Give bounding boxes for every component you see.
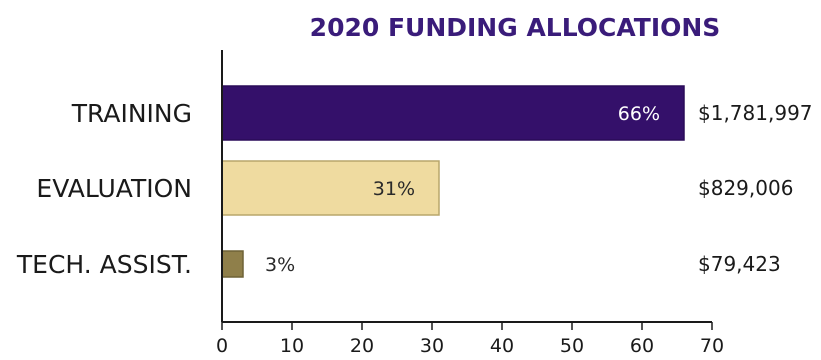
x-tick-label-10: 10: [280, 335, 304, 357]
category-label-training: TRAINING: [71, 99, 192, 128]
bars-layer: [221, 85, 685, 278]
bar-training: [221, 85, 685, 141]
x-tick-label-20: 20: [350, 335, 374, 357]
value-label-evaluation: 31%: [373, 178, 415, 200]
amount-label-evaluation: $829,006: [698, 176, 793, 200]
x-tick-label-60: 60: [630, 335, 654, 357]
value-label-tech-assist: 3%: [265, 254, 295, 276]
x-tick-label-30: 30: [420, 335, 444, 357]
bar-tech-assist: [221, 250, 244, 278]
x-tick-label-50: 50: [560, 335, 584, 357]
amount-label-tech-assist: $79,423: [698, 252, 781, 276]
value-label-training: 66%: [618, 103, 660, 125]
bar-evaluation: [221, 160, 440, 216]
chart-title: 2020 FUNDING ALLOCATIONS: [310, 13, 721, 42]
x-axis: 0 10 20 30 40 50 60 70: [216, 50, 724, 357]
category-label-evaluation: EVALUATION: [36, 174, 192, 203]
x-tick-label-40: 40: [490, 335, 514, 357]
category-label-tech-assist: TECH. ASSIST.: [16, 250, 192, 279]
labels-layer: TRAINING 66% $1,781,997 EVALUATION 31% $829,0…: [16, 99, 813, 279]
amount-label-training: $1,781,997: [698, 101, 813, 125]
x-tick-label-70: 70: [700, 335, 724, 357]
x-tick-label-0: 0: [216, 335, 228, 357]
